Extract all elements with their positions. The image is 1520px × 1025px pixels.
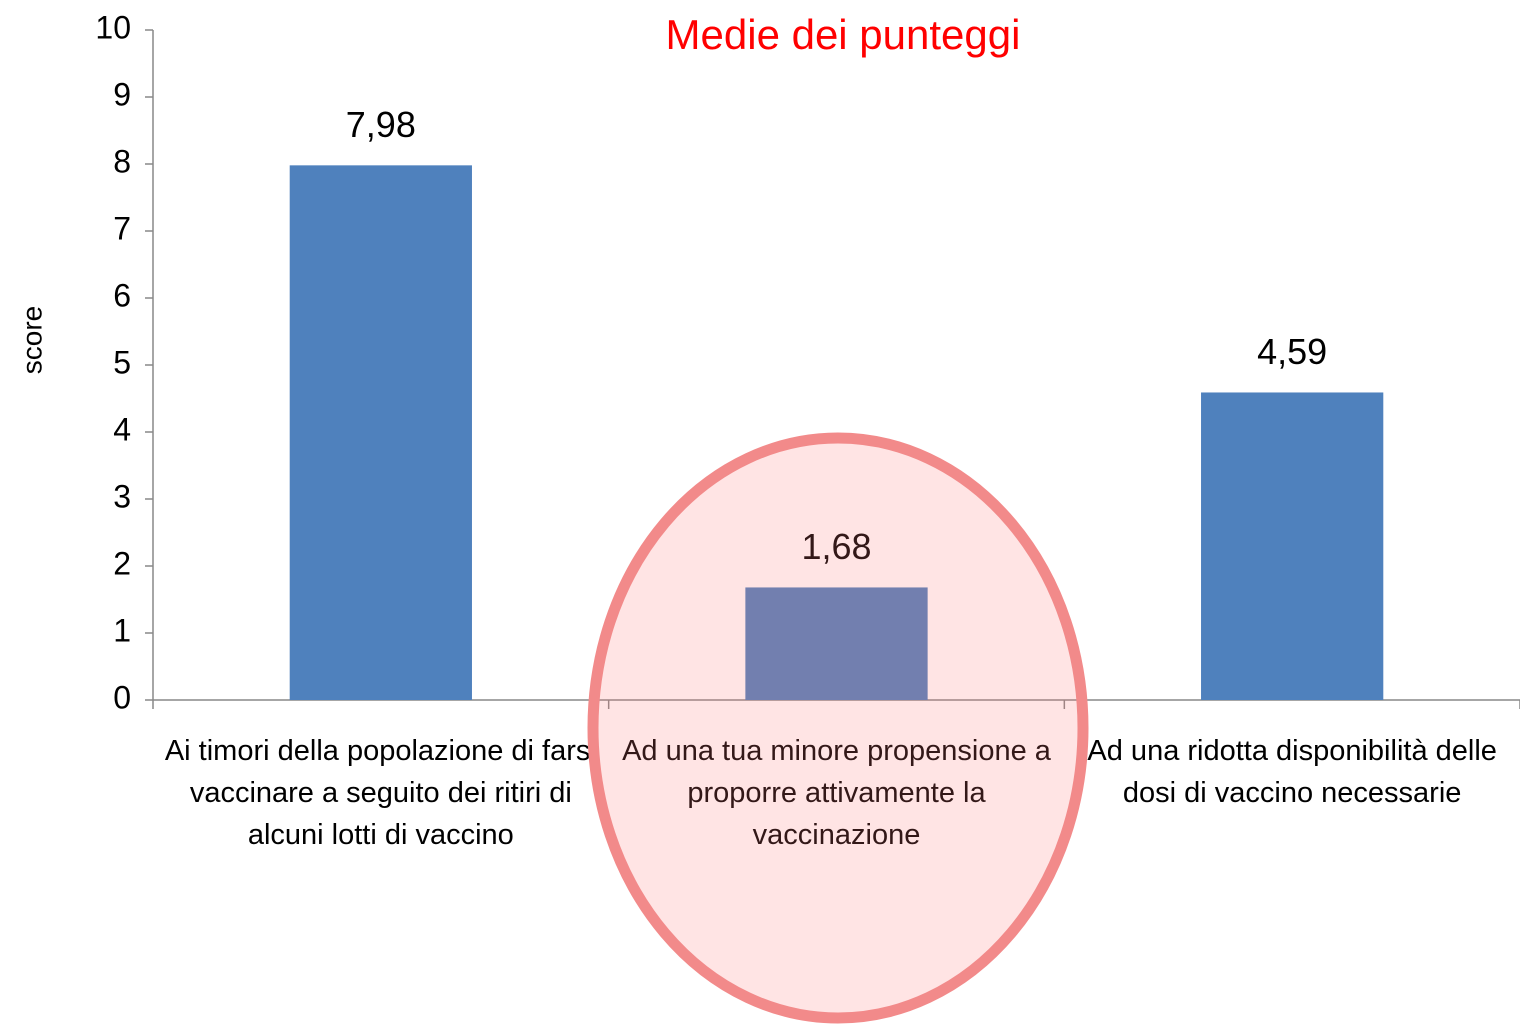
- y-tick-label: 5: [113, 344, 131, 380]
- y-tick-label: 2: [113, 545, 131, 581]
- y-axis-label: score: [16, 306, 47, 374]
- y-tick-label: 3: [113, 478, 131, 514]
- y-tick-label: 7: [113, 210, 131, 246]
- y-tick-label: 9: [113, 76, 131, 112]
- value-label: 1,68: [801, 526, 871, 567]
- y-tick-label: 8: [113, 143, 131, 179]
- bar: [1201, 392, 1384, 700]
- y-tick-label: 10: [95, 9, 131, 45]
- bar: [289, 165, 472, 701]
- chart-title: Medie dei punteggi: [666, 11, 1021, 58]
- bar: [745, 587, 928, 700]
- x-tick-label: Ad una ridotta disponibilità delle dosi …: [1087, 735, 1497, 809]
- y-tick-label: 4: [113, 411, 131, 447]
- value-label: 4,59: [1257, 331, 1327, 372]
- value-label: 7,98: [346, 104, 416, 145]
- y-tick-label: 0: [113, 679, 131, 715]
- y-tick-label: 1: [113, 612, 131, 648]
- x-tick-label: Ai timori della popolazione di farsi vac…: [164, 735, 597, 851]
- y-tick-label: 6: [113, 277, 131, 313]
- x-tick-label: Ad una tua minore propensione a proporre…: [622, 735, 1051, 851]
